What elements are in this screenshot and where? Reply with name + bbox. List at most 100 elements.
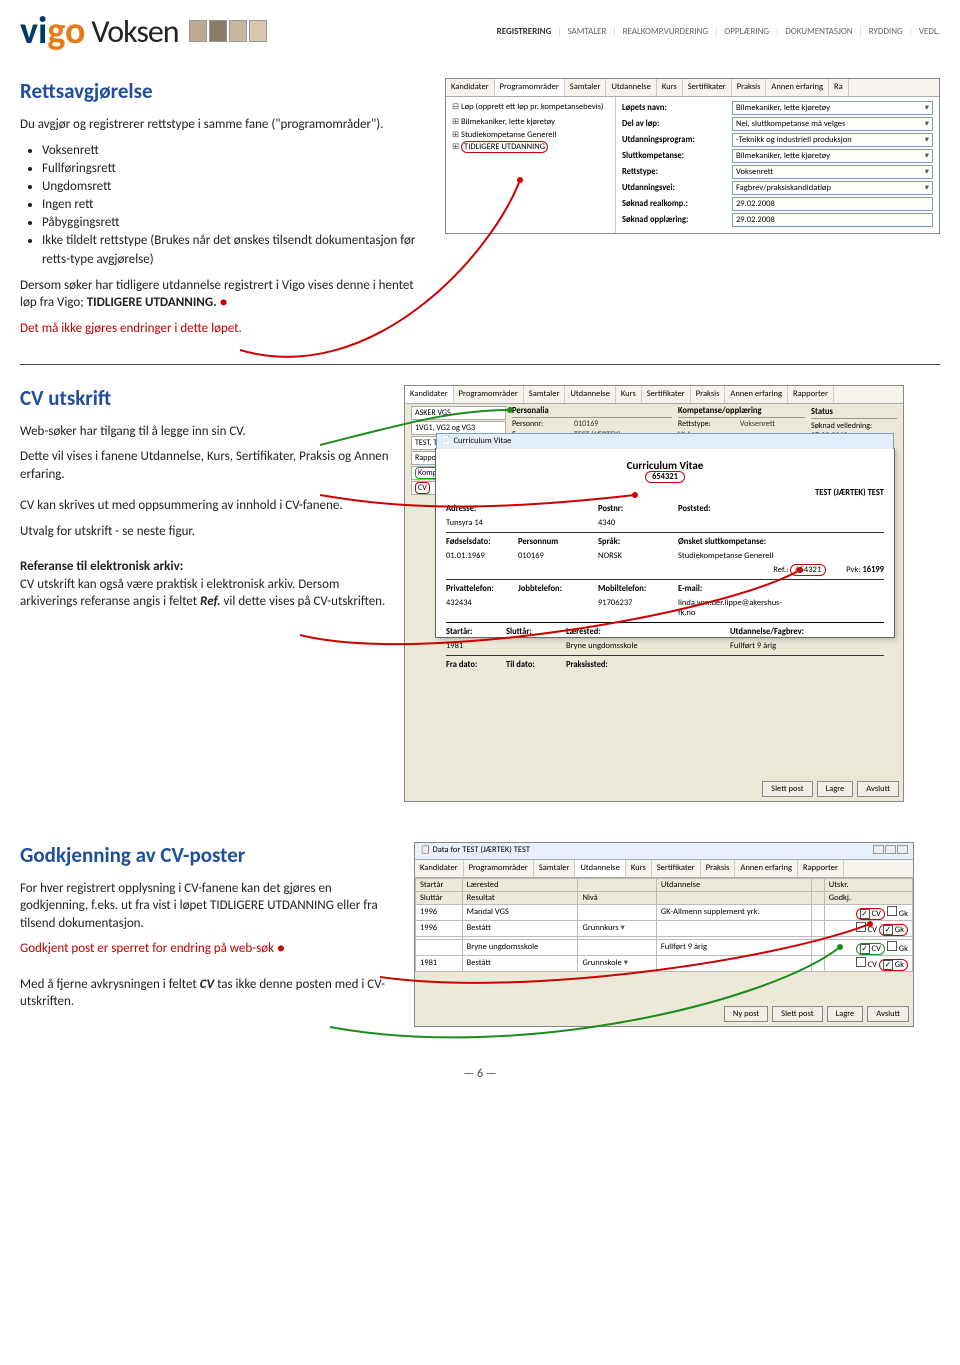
- breadcrumb-tab[interactable]: VEDL.: [919, 26, 940, 37]
- checkbox-cell[interactable]: CV Gk: [824, 904, 912, 920]
- cvdoc-name: TEST (JÆRTEK) TEST: [446, 488, 884, 498]
- bullet-item: Ikke tildelt rettstype (Brukes når det ø…: [42, 232, 431, 268]
- app-tab[interactable]: Annen erfaring: [735, 860, 798, 877]
- button[interactable]: Avslutt: [867, 1006, 909, 1022]
- button[interactable]: Slett post: [772, 1006, 822, 1022]
- sec2-p3: CV kan skrives ut med oppsummering av in…: [20, 497, 390, 515]
- form-input[interactable]: Voksenrett: [732, 165, 933, 179]
- app-tab[interactable]: Samtaler: [524, 386, 566, 403]
- app-tab[interactable]: Rapporter: [788, 386, 834, 403]
- sec1-red-note: Det må ikke gjøres endringer i dette løp…: [20, 320, 431, 338]
- form-label: Utdanningsvei:: [622, 183, 732, 193]
- form-row: Rettstype:Voksenrett: [622, 165, 933, 179]
- app-tab[interactable]: Annen erfaring: [725, 386, 788, 403]
- logo-vigo: vigo: [20, 8, 85, 54]
- tree-node[interactable]: TIDLIGERE UTDANNING: [452, 141, 609, 154]
- breadcrumb-tab[interactable]: DOKUMENTASJON: [785, 26, 852, 37]
- status-header: Status: [811, 406, 897, 419]
- sec1-intro: Du avgjør og registrerer rettstype i sam…: [20, 116, 431, 134]
- data-row: Rettstype:Voksenrett: [678, 419, 805, 429]
- tree-node[interactable]: Bilmekaniker, lette kjøretøy: [452, 116, 609, 129]
- bullet-item: Påbyggingsrett: [42, 214, 431, 232]
- breadcrumb-tab[interactable]: SAMTALER: [567, 26, 606, 37]
- shot1-form: Løpets navn:Bilmekaniker, lette kjøretøy…: [616, 97, 939, 233]
- app-tab[interactable]: Sertifikater: [683, 79, 732, 96]
- app-tab[interactable]: Samtaler: [534, 860, 576, 877]
- form-row: Løpets navn:Bilmekaniker, lette kjøretøy: [622, 101, 933, 115]
- app-tab[interactable]: Sertifikater: [652, 860, 701, 877]
- screenshot-programomrader: KandidaterProgramområderSamtalerUtdannel…: [445, 78, 940, 234]
- app-tab[interactable]: Rapporter: [798, 860, 844, 877]
- sidebar-item[interactable]: ASKER VGS: [411, 406, 506, 420]
- app-tab[interactable]: Programområder: [495, 79, 565, 96]
- sec1-bullets: VoksenrettFullføringsrettUngdomsrettInge…: [20, 142, 431, 269]
- form-row: Utdanningsprogram:-Teknikk og industriel…: [622, 133, 933, 147]
- form-label: Søknad opplæring:: [622, 215, 732, 225]
- app-tab[interactable]: Sertifikater: [642, 386, 691, 403]
- table-row[interactable]: Bryne ungdomsskoleFullført 9 årig CV Gk: [416, 939, 913, 955]
- app-tab[interactable]: Praksis: [691, 386, 726, 403]
- cvdoc-ref-row: Ref.: 654321 Pvk: 16199: [446, 565, 884, 575]
- cvdoc-phone-grid: Privattelefon:Jobbtelefon:Mobiltelefon:E…: [446, 584, 884, 618]
- breadcrumb-tab[interactable]: REGISTRERING: [497, 26, 552, 37]
- cvdoc-number: 654321: [446, 472, 884, 482]
- button[interactable]: Slett post: [762, 781, 812, 797]
- table-row[interactable]: 1996BeståttGrunnkurs CV Gk: [416, 920, 913, 936]
- breadcrumb-tab[interactable]: REALKOMP.VURDERING: [623, 26, 709, 37]
- app-tab[interactable]: Utdannelse: [565, 386, 615, 403]
- button[interactable]: Lagre: [827, 1006, 864, 1022]
- breadcrumb-tab[interactable]: RYDDING: [869, 26, 903, 37]
- app-tab[interactable]: Kurs: [616, 386, 642, 403]
- window-controls[interactable]: [872, 845, 908, 857]
- tidligere-utdanning-label: TIDLIGERE UTDANNING.: [87, 295, 217, 310]
- button[interactable]: Ny post: [724, 1006, 768, 1022]
- app-tab[interactable]: Kandidater: [446, 79, 495, 96]
- form-input[interactable]: Fagbrev/praksiskandidatløp: [732, 181, 933, 195]
- section-cv-utskrift: CV utskrift Web-søker har tilgang til å …: [20, 385, 940, 802]
- shot1-tabs: KandidaterProgramområderSamtalerUtdannel…: [446, 79, 939, 97]
- app-tab[interactable]: Utdannelse: [575, 860, 625, 877]
- logo: vigo Voksen: [20, 8, 267, 54]
- checkbox-cell[interactable]: CV Gk: [824, 939, 912, 955]
- button[interactable]: Avslutt: [857, 781, 899, 797]
- app-tab[interactable]: Programområder: [454, 386, 524, 403]
- table-row[interactable]: 1981BeståttGrunnskole CV Gk: [416, 955, 913, 971]
- form-input[interactable]: Bilmekaniker, lette kjøretøy: [732, 101, 933, 115]
- app-tab[interactable]: Annen erfaring: [766, 79, 829, 96]
- app-tab[interactable]: Kandidater: [405, 386, 454, 403]
- form-input[interactable]: Bilmekaniker, lette kjøretøy: [732, 149, 933, 163]
- checkbox-cell[interactable]: CV Gk: [824, 955, 912, 971]
- sec2-p1: Web-søker har tilgang til å legge inn si…: [20, 423, 390, 441]
- sec1-title: Rettsavgjørelse: [20, 78, 431, 104]
- form-input[interactable]: 29.02.2008: [732, 213, 933, 227]
- tree-node[interactable]: Studiekompetanse Generell: [452, 129, 609, 142]
- app-tab[interactable]: Kurs: [626, 860, 652, 877]
- sec2-p2: Dette vil vises i fanene Utdannelse, Kur…: [20, 448, 390, 483]
- form-input[interactable]: 29.02.2008: [732, 197, 933, 211]
- sec3-p3: Med å fjerne avkrysningen i feltet CV ta…: [20, 976, 400, 1011]
- app-tab[interactable]: Samtaler: [565, 79, 607, 96]
- table-row[interactable]: 1996Mandal VGSGK-Allmenn supplement yrk.…: [416, 904, 913, 920]
- top-breadcrumb-tabs: REGISTRERING|SAMTALER|REALKOMP.VURDERING…: [497, 26, 940, 37]
- form-row: Del av løp:Nei, sluttkompetanse må velge…: [622, 117, 933, 131]
- form-label: Rettstype:: [622, 167, 732, 177]
- app-tab[interactable]: Programområder: [464, 860, 534, 877]
- app-tab[interactable]: Kandidater: [415, 860, 464, 877]
- form-label: Løpets navn:: [622, 103, 732, 113]
- logo-voksen: Voksen: [91, 12, 178, 51]
- checkbox-cell[interactable]: CV Gk: [824, 920, 912, 936]
- breadcrumb-tab[interactable]: OPPLÆRING: [724, 26, 769, 37]
- app-tab[interactable]: Utdannelse: [606, 79, 656, 96]
- app-tab[interactable]: Praksis: [732, 79, 767, 96]
- form-input[interactable]: -Teknikk og industriell produksjon: [732, 133, 933, 147]
- app-tab[interactable]: Kurs: [657, 79, 683, 96]
- app-tab[interactable]: Ra: [829, 79, 849, 96]
- form-row: Utdanningsvei:Fagbrev/praksiskandidatløp: [622, 181, 933, 195]
- cvdoc-address-grid: Adresse:Postnr:Poststed: Tunsyra 144340: [446, 504, 884, 528]
- button[interactable]: Lagre: [817, 781, 854, 797]
- section-godkjenning: Godkjenning av CV-poster For hver regist…: [20, 842, 940, 1027]
- form-row: Søknad realkomp.:29.02.2008: [622, 197, 933, 211]
- form-row: Søknad opplæring:29.02.2008: [622, 213, 933, 227]
- form-input[interactable]: Nei, sluttkompetanse må velges: [732, 117, 933, 131]
- app-tab[interactable]: Praksis: [701, 860, 736, 877]
